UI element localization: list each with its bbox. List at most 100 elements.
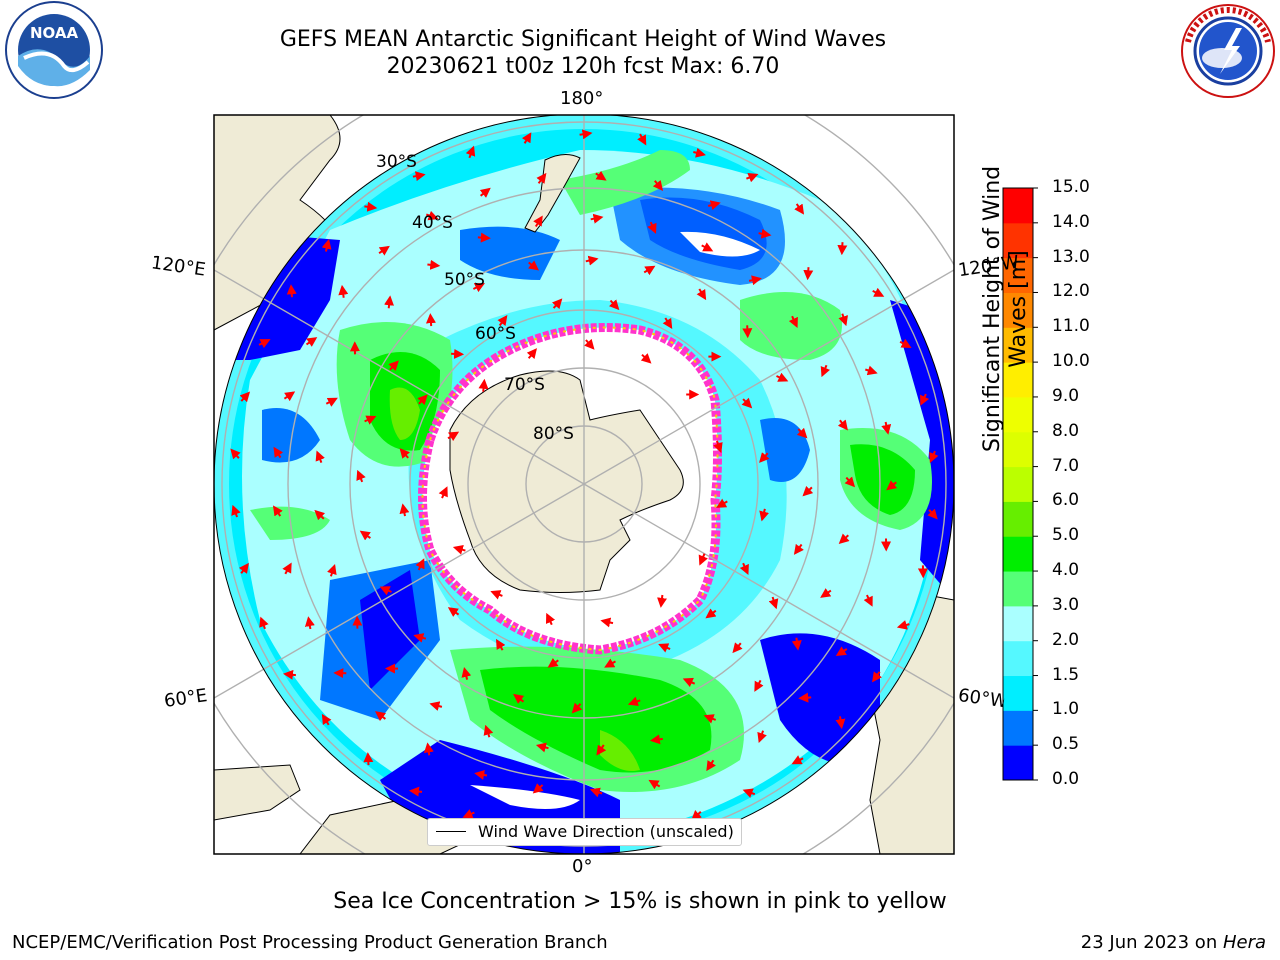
wave-direction-arrow [608,299,620,311]
wave-direction-arrow [535,742,549,753]
wave-direction-arrow [803,267,814,281]
wave-direction-arrow [497,314,508,327]
wave-direction-arrow [713,440,723,454]
wave-direction-arrow [314,509,326,521]
wave-direction-arrow [579,129,593,140]
wave-direction-arrow [425,313,436,327]
wave-direction-arrow [693,147,706,158]
wave-direction-arrow [838,533,850,544]
wave-direction-arrow [705,608,717,619]
wave-direction-arrow [451,348,465,359]
wave-direction-arrow [231,504,241,518]
colorbar-band [1003,327,1033,363]
wave-direction-arrow [364,415,377,425]
wave-direction-arrow [627,696,641,707]
wave-direction-arrow [595,170,607,181]
colorbar-band [1003,501,1033,537]
colorbar-band [1003,536,1033,572]
colorbar-band [1003,222,1033,259]
wave-direction-arrow [844,476,856,488]
wave-direction-arrow [698,553,708,566]
wave-direction-arrow [640,353,652,364]
wave-direction-arrow [417,394,428,406]
wave-direction-arrow [364,201,378,212]
wave-direction-arrow [748,275,762,286]
wave-direction-arrow [305,337,318,347]
colorbar-band [1003,466,1033,502]
wave-direction-arrow [739,562,749,576]
wave-direction-arrow [643,265,656,276]
wave-direction-arrow [706,759,716,772]
wave-direction-arrow [545,612,556,626]
wave-direction-arrow [872,287,885,297]
colorbar-tick-label: 14.0 [1052,211,1090,232]
wave-direction-arrow [648,779,661,790]
colorbar-tick-label: 6.0 [1052,490,1080,511]
wave-direction-arrow [477,232,491,243]
wave-direction-arrow [757,730,767,743]
wave-direction-arrow [584,338,595,350]
wave-direction-arrow [272,505,283,517]
wave-direction-arrow [929,450,939,464]
wave-direction-arrow [835,716,846,730]
wave-direction-arrow [590,213,604,224]
nws-logo [1181,4,1275,98]
wave-direction-arrow [528,260,539,271]
wave-direction-arrow [872,671,882,683]
colorbar-band [1003,292,1033,328]
wave-direction-arrow [865,365,878,376]
wave-direction-arrow [429,701,443,711]
colorbar-tick-label: 3.0 [1052,594,1080,615]
legend-label: Wind Wave Direction (unscaled) [478,822,734,841]
wave-direction-arrow [536,172,547,184]
noaa-logo: NOAA [5,1,103,99]
colorbar-tick-label: 12.0 [1052,281,1090,302]
colorbar-tick-label: 4.0 [1052,560,1080,581]
wave-direction-arrow [758,228,772,239]
africa-land [214,764,301,821]
wave-direction-arrow [899,338,912,348]
wave-direction-arrow [896,620,910,630]
sea-ice-caption: Sea Ice Concentration > 15% is shown in … [333,889,947,914]
wave-direction-arrow [682,677,696,688]
wave-direction-arrow [425,210,439,221]
wave-direction-arrow [282,562,292,575]
wave-direction-arrow [465,145,476,159]
wave-direction-arrow [691,810,702,821]
title-line-1: GEFS MEAN Antarctic Significant Height o… [279,27,887,52]
lat-label-40s: 40°S [412,213,453,233]
svg-text:NOAA: NOAA [30,24,79,42]
colorbar-tick-label: 1.5 [1052,664,1080,685]
wave-direction-arrow [837,242,848,256]
wave-direction-arrow [637,133,647,146]
title-line-2: 20230621 t00z 120h fcst Max: 6.70 [386,54,780,79]
wave-direction-arrow [647,221,657,234]
colorbar-band [1003,605,1033,642]
wave-direction-arrow [286,284,297,298]
colorbar-band [1003,431,1033,468]
wave-direction-arrow [652,180,664,191]
legend-line-sample [436,831,466,832]
wave-direction-arrow [732,642,743,654]
wave-direction-arrow [479,187,491,198]
wave-direction-arrow [551,298,563,310]
wave-direction-arrow [378,245,390,256]
wave-direction-arrow [589,787,603,798]
wave-direction-arrow [283,391,296,402]
lat-label-50s: 50°S [444,270,485,290]
footer-date: 23 Jun 2023 on Hera [1081,932,1266,953]
wave-direction-arrow [820,588,832,598]
footer-date-text: 23 Jun 2023 on [1080,932,1223,953]
wave-direction-arrow [793,543,804,555]
footer-credit: NCEP/EMC/Verification Post Processing Pr… [12,932,608,953]
wave-direction-arrow [230,448,241,460]
wave-direction-arrow [838,313,848,327]
wave-direction-arrow [462,809,475,819]
wave-direction-arrow [791,637,802,651]
colorbar-band [1003,640,1033,677]
wave-direction-arrow [483,724,494,738]
chart-title: GEFS MEAN Antarctic Significant Height o… [0,26,1166,80]
new-zealand-land [524,154,581,233]
wave-direction-arrow [794,203,805,215]
wave-direction-arrow [837,419,848,431]
